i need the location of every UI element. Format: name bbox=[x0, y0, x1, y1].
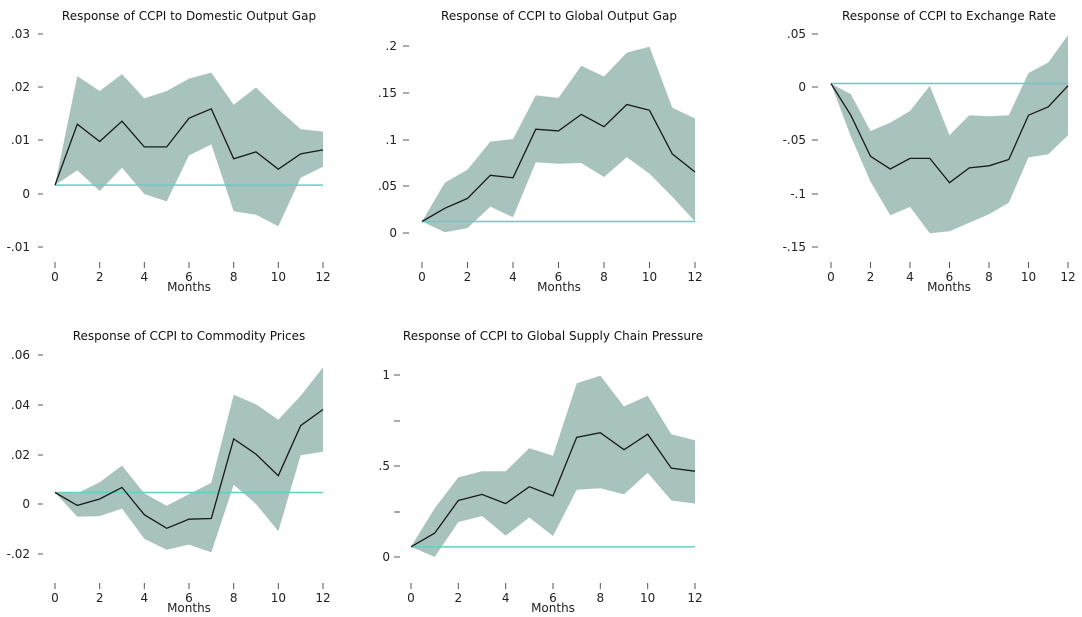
x-tick-label: 4 bbox=[141, 591, 149, 605]
chart-title: Response of CCPI to Global Output Gap bbox=[441, 9, 677, 23]
chart-panel-4: Response of CCPI to Commodity Prices .06.… bbox=[7, 329, 331, 615]
x-tick-label: 8 bbox=[230, 270, 238, 284]
x-tick-label: 6 bbox=[946, 270, 954, 284]
x-tick-label: 6 bbox=[555, 270, 563, 284]
x-tick-label: 12 bbox=[687, 591, 702, 605]
x-tick-label: 2 bbox=[464, 270, 472, 284]
y-tick-label: .2 bbox=[386, 39, 397, 53]
x-tick-label: 4 bbox=[502, 591, 510, 605]
y-tick-label: -.02 bbox=[7, 547, 30, 561]
x-tick-label: 0 bbox=[407, 591, 415, 605]
impulse-response-line bbox=[421, 103, 696, 223]
chart-title: Response of CCPI to Commodity Prices bbox=[73, 329, 306, 343]
confidence-band bbox=[831, 35, 1068, 234]
x-tick-label: 6 bbox=[185, 270, 193, 284]
x-tick-label: 2 bbox=[96, 270, 104, 284]
x-tick-label: 0 bbox=[51, 270, 59, 284]
chart-title: Response of CCPI to Global Supply Chain … bbox=[403, 329, 703, 343]
confidence-band bbox=[55, 72, 323, 227]
chart-panel-2: Response of CCPI to Global Output Gap .2.… bbox=[378, 9, 703, 294]
y-tick-label: .05 bbox=[378, 179, 397, 193]
x-axis-label: Months bbox=[531, 601, 575, 615]
chart-title: Response of CCPI to Exchange Rate bbox=[842, 9, 1056, 23]
x-tick-label: 4 bbox=[509, 270, 517, 284]
x-tick-label: 12 bbox=[687, 270, 702, 284]
chart-panel-1: Response of CCPI to Domestic Output Gap.… bbox=[7, 9, 331, 294]
chart-panel-5: Response of CCPI to Global Supply Chain … bbox=[379, 329, 704, 615]
y-tick-label: .02 bbox=[11, 448, 30, 462]
x-axis-label: Months bbox=[927, 280, 971, 294]
impulse-response-line bbox=[54, 107, 324, 186]
x-tick-label: 8 bbox=[600, 270, 608, 284]
x-tick-label: 0 bbox=[827, 270, 835, 284]
y-tick-label: .03 bbox=[11, 27, 30, 41]
y-tick-label: .15 bbox=[378, 86, 397, 100]
x-tick-label: 2 bbox=[96, 591, 104, 605]
x-axis-label: Months bbox=[167, 601, 211, 615]
impulse-response-line bbox=[54, 408, 324, 530]
y-tick-label: .06 bbox=[11, 348, 30, 362]
x-tick-label: 0 bbox=[51, 591, 59, 605]
x-axis-label: Months bbox=[537, 280, 581, 294]
impulse-response-line bbox=[410, 432, 696, 548]
x-tick-label: 6 bbox=[185, 591, 193, 605]
y-tick-label: .02 bbox=[11, 80, 30, 94]
y-tick-label: 1 bbox=[382, 368, 390, 382]
x-tick-label: 8 bbox=[597, 591, 605, 605]
x-tick-label: 10 bbox=[271, 591, 286, 605]
y-tick-label: .5 bbox=[379, 459, 390, 473]
y-tick-label: 0 bbox=[798, 80, 806, 94]
y-tick-label: -.15 bbox=[783, 240, 806, 254]
chart-title: Response of CCPI to Domestic Output Gap bbox=[62, 9, 316, 23]
y-tick-label: 0 bbox=[22, 187, 30, 201]
x-tick-label: 12 bbox=[315, 270, 330, 284]
x-tick-label: 6 bbox=[549, 591, 557, 605]
x-tick-label: 10 bbox=[1021, 270, 1036, 284]
x-tick-label: 8 bbox=[985, 270, 993, 284]
y-tick-label: .04 bbox=[11, 398, 30, 412]
x-tick-label: 12 bbox=[1060, 270, 1075, 284]
confidence-band bbox=[422, 46, 695, 233]
x-tick-label: 10 bbox=[640, 591, 655, 605]
y-tick-label: 0 bbox=[22, 497, 30, 511]
y-tick-label: .1 bbox=[386, 133, 397, 147]
y-tick-label: -.1 bbox=[790, 187, 806, 201]
x-tick-label: 2 bbox=[455, 591, 463, 605]
x-tick-label: 4 bbox=[141, 270, 149, 284]
y-tick-label: 0 bbox=[389, 226, 397, 240]
impulse-response-line bbox=[830, 83, 1069, 184]
x-tick-label: 8 bbox=[230, 591, 238, 605]
confidence-band bbox=[411, 375, 695, 557]
x-tick-label: 10 bbox=[642, 270, 657, 284]
x-tick-label: 4 bbox=[906, 270, 914, 284]
y-tick-label: 0 bbox=[382, 550, 390, 564]
x-tick-label: 12 bbox=[315, 591, 330, 605]
x-tick-label: 0 bbox=[418, 270, 426, 284]
y-tick-label: .05 bbox=[787, 27, 806, 41]
x-tick-label: 2 bbox=[867, 270, 875, 284]
x-tick-label: 10 bbox=[271, 270, 286, 284]
y-tick-label: -.05 bbox=[783, 133, 806, 147]
y-tick-label: .01 bbox=[11, 133, 30, 147]
chart-panel-3: Response of CCPI to Exchange Rate .05 0 -.0… bbox=[783, 9, 1076, 294]
confidence-band bbox=[55, 367, 323, 553]
x-axis-label: Months bbox=[167, 280, 211, 294]
y-tick-label: -.01 bbox=[7, 240, 30, 254]
